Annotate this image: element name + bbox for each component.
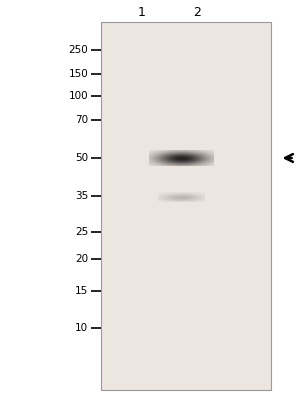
Text: 100: 100 (68, 91, 88, 101)
Text: 2: 2 (193, 6, 201, 18)
Text: 15: 15 (75, 286, 88, 296)
Text: 50: 50 (75, 153, 88, 163)
Text: 25: 25 (75, 227, 88, 237)
Text: 250: 250 (68, 45, 88, 55)
Text: 1: 1 (138, 6, 146, 18)
Text: 35: 35 (75, 191, 88, 201)
Bar (101, 22, 271, 390)
Text: 150: 150 (68, 69, 88, 79)
Text: 10: 10 (75, 323, 88, 333)
Text: 70: 70 (75, 115, 88, 125)
Text: 20: 20 (75, 254, 88, 264)
